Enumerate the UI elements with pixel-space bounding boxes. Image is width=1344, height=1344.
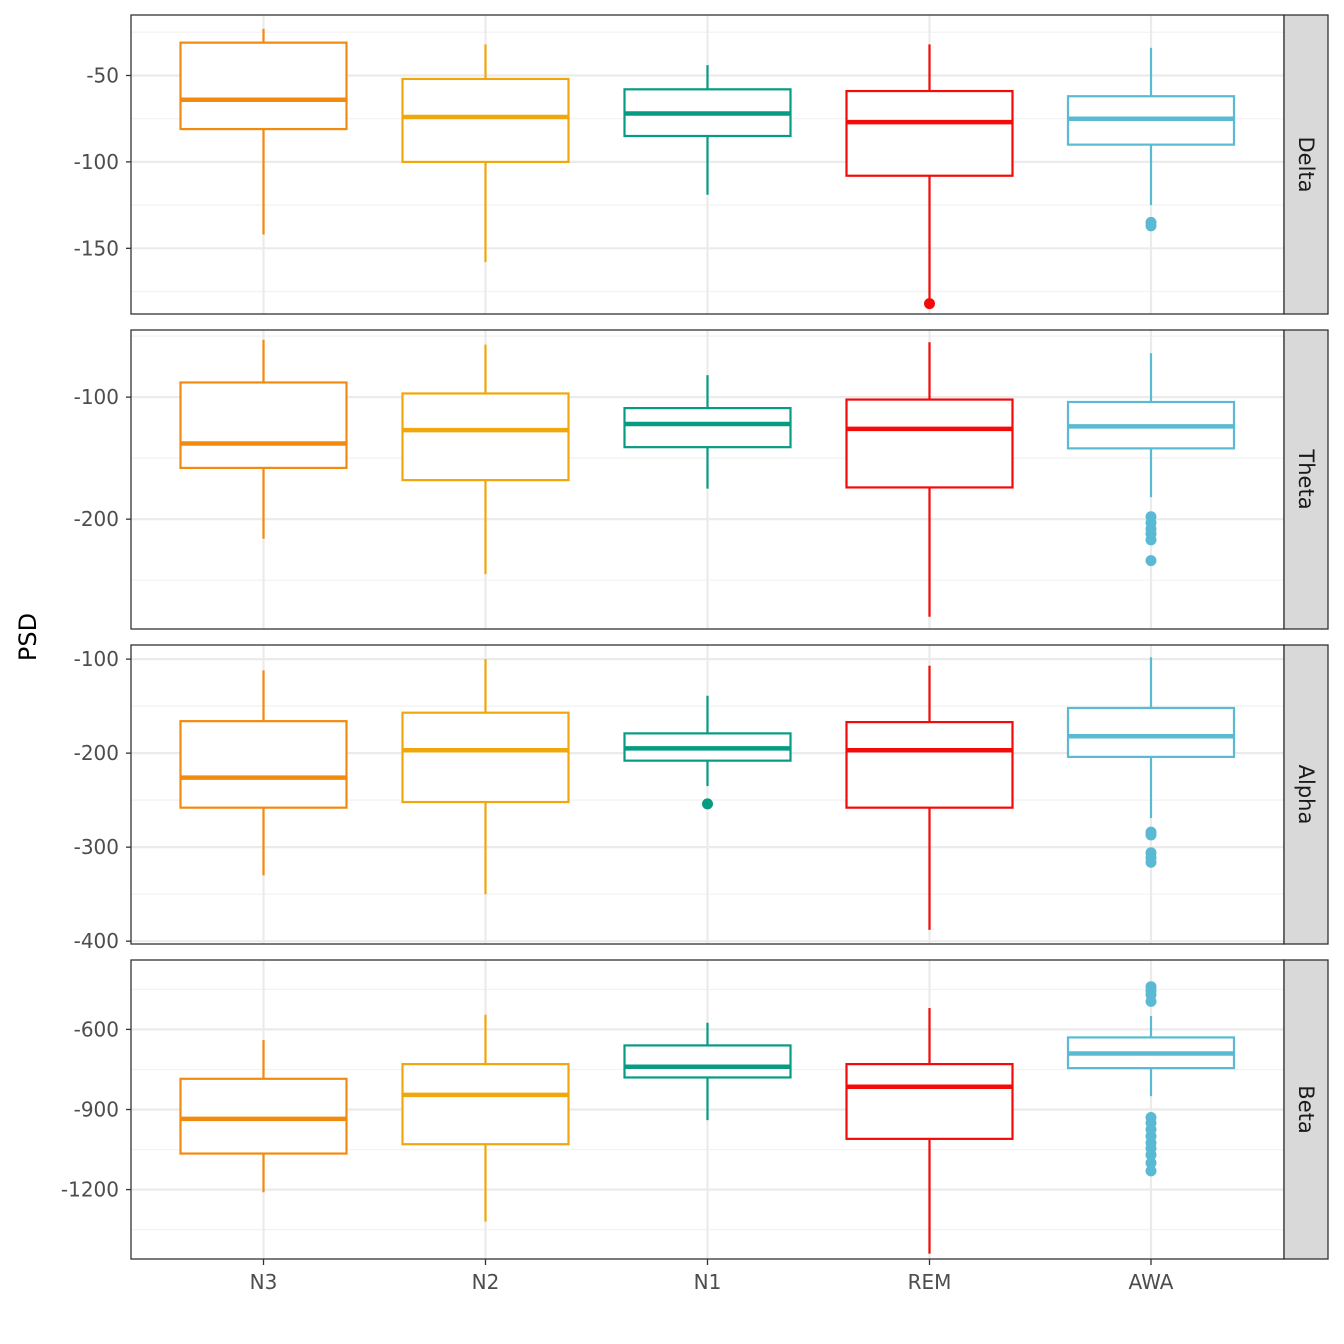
facet-beta: -600 -900 -1200 Beta: [61, 959, 1329, 1260]
x-tick-label: N3: [250, 1270, 278, 1294]
outlier-point: [1145, 995, 1157, 1007]
y-tick-label: -50: [86, 63, 119, 87]
x-tick-label: N1: [694, 1270, 722, 1294]
y-axis-title: PSD: [14, 613, 42, 661]
box-theta-rem: [845, 342, 1014, 617]
outlier-point: [702, 798, 713, 810]
box-iqr: [845, 398, 1014, 489]
y-tick-label: -100: [74, 647, 119, 671]
box-iqr: [179, 720, 348, 809]
facet-panels: -50 -100 -150 Delta -100 -200 Theta -100 -200 -30…: [61, 14, 1329, 1260]
box-beta-n1: [623, 1022, 792, 1121]
box-alpha-n1: [623, 695, 792, 810]
box-beta-awa: [1066, 981, 1236, 1177]
x-tick-label: AWA: [1129, 1270, 1174, 1294]
box-iqr: [623, 407, 792, 449]
outlier-point: [1145, 829, 1157, 841]
box-alpha-n3: [179, 670, 348, 876]
y-tick-label: -600: [74, 1017, 119, 1041]
x-tick-label: N2: [472, 1270, 500, 1294]
facet-theta: -100 -200 Theta: [74, 329, 1329, 630]
facet-delta: -50 -100 -150 Delta: [74, 14, 1329, 315]
facet-strip: [1283, 959, 1329, 1260]
outlier-point: [1145, 555, 1157, 567]
outlier-point: [1145, 856, 1157, 868]
box-theta-awa: [1066, 353, 1236, 567]
box-theta-n1: [623, 375, 792, 489]
y-tick-label: -300: [74, 835, 119, 859]
box-delta-n2: [401, 44, 570, 263]
outlier-point: [924, 298, 935, 310]
box-iqr: [1066, 706, 1236, 758]
box-delta-n1: [623, 65, 792, 195]
facet-strip: [1283, 14, 1329, 315]
y-tick-label: -150: [74, 236, 119, 260]
facet-strip-label: Beta: [1294, 1085, 1318, 1133]
box-theta-n2: [401, 344, 570, 575]
facet-strip-label: Alpha: [1294, 765, 1318, 825]
facet-strip-label: Delta: [1294, 136, 1318, 192]
y-tick-label: -1200: [61, 1178, 119, 1202]
box-alpha-n2: [401, 659, 570, 895]
box-iqr: [179, 41, 348, 131]
outlier-point: [1145, 1165, 1157, 1177]
outlier-point: [1145, 220, 1157, 232]
box-theta-n3: [179, 339, 348, 539]
box-beta-n2: [401, 1014, 570, 1222]
box-iqr: [401, 392, 570, 482]
box-iqr: [179, 1077, 348, 1155]
x-axis: N3 N2 N1 REM AWA: [250, 1259, 1174, 1294]
facet-strip-label: Theta: [1294, 448, 1318, 509]
facet-alpha: -100 -200 -300 -400 Alpha: [74, 644, 1329, 953]
facet-strip: [1283, 329, 1329, 630]
box-iqr: [845, 721, 1014, 809]
box-alpha-rem: [845, 665, 1014, 930]
y-tick-label: -100: [74, 385, 119, 409]
x-tick-label: REM: [908, 1270, 952, 1294]
outlier-point: [1145, 1157, 1157, 1169]
box-beta-n3: [179, 1040, 348, 1193]
box-delta-awa: [1066, 47, 1236, 232]
box-iqr: [179, 381, 348, 470]
facet-strip: [1283, 644, 1329, 945]
y-tick-label: -200: [74, 507, 119, 531]
y-tick-label: -400: [74, 929, 119, 953]
box-iqr: [401, 711, 570, 804]
box-beta-rem: [845, 1008, 1014, 1254]
y-tick-label: -200: [74, 741, 119, 765]
box-iqr: [845, 1063, 1014, 1140]
box-alpha-awa: [1066, 657, 1236, 868]
box-iqr: [845, 89, 1014, 177]
box-iqr: [401, 77, 570, 164]
box-iqr: [401, 1063, 570, 1146]
outlier-point: [1145, 1149, 1157, 1161]
box-delta-n3: [179, 28, 348, 235]
y-tick-label: -100: [74, 150, 119, 174]
outlier-point: [1145, 534, 1157, 546]
box-iqr: [623, 1044, 792, 1079]
box-delta-rem: [845, 44, 1014, 310]
y-tick-label: -900: [74, 1098, 119, 1122]
